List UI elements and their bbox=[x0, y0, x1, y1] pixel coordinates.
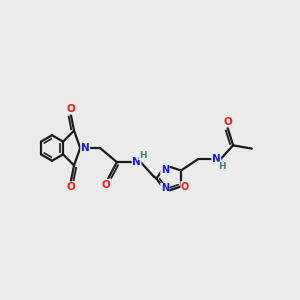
Text: O: O bbox=[66, 104, 75, 114]
Text: O: O bbox=[181, 182, 189, 191]
Text: N: N bbox=[212, 154, 220, 164]
Text: O: O bbox=[66, 182, 75, 192]
Text: O: O bbox=[102, 180, 110, 190]
Text: N: N bbox=[161, 164, 169, 175]
Text: N: N bbox=[161, 184, 169, 194]
Text: N: N bbox=[132, 157, 141, 167]
Text: H: H bbox=[218, 162, 226, 171]
Text: O: O bbox=[223, 117, 232, 127]
Text: N: N bbox=[81, 143, 90, 153]
Text: H: H bbox=[139, 151, 146, 160]
